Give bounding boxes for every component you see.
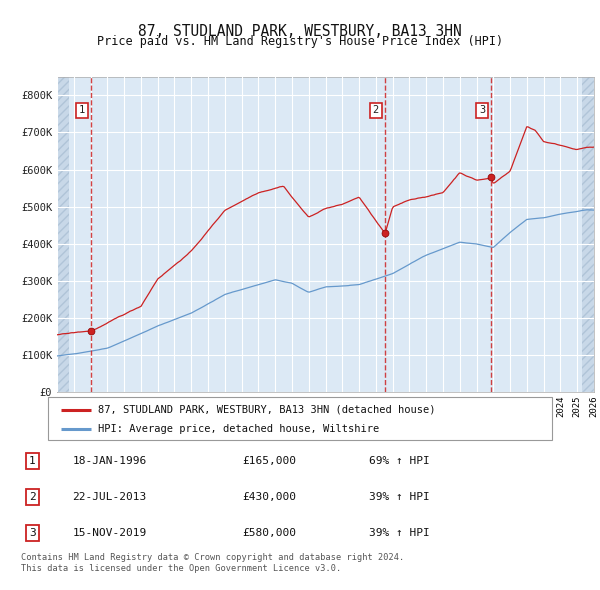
Text: 3: 3 (29, 528, 35, 538)
Text: 39% ↑ HPI: 39% ↑ HPI (369, 492, 430, 502)
FancyBboxPatch shape (48, 397, 552, 440)
Text: 1: 1 (29, 456, 35, 466)
Text: 15-NOV-2019: 15-NOV-2019 (73, 528, 147, 538)
Text: 18-JAN-1996: 18-JAN-1996 (73, 456, 147, 466)
Bar (57, 77, 69, 392)
Text: £430,000: £430,000 (242, 492, 296, 502)
Text: 2: 2 (29, 492, 35, 502)
Text: Contains HM Land Registry data © Crown copyright and database right 2024.
This d: Contains HM Land Registry data © Crown c… (21, 553, 404, 573)
Text: 87, STUDLAND PARK, WESTBURY, BA13 3HN (detached house): 87, STUDLAND PARK, WESTBURY, BA13 3HN (d… (98, 405, 436, 415)
Text: £165,000: £165,000 (242, 456, 296, 466)
Text: £580,000: £580,000 (242, 528, 296, 538)
Text: 39% ↑ HPI: 39% ↑ HPI (369, 528, 430, 538)
Text: Price paid vs. HM Land Registry's House Price Index (HPI): Price paid vs. HM Land Registry's House … (97, 35, 503, 48)
Bar (582, 77, 594, 392)
Text: 87, STUDLAND PARK, WESTBURY, BA13 3HN: 87, STUDLAND PARK, WESTBURY, BA13 3HN (138, 24, 462, 38)
Text: 1: 1 (79, 105, 85, 115)
Text: 69% ↑ HPI: 69% ↑ HPI (369, 456, 430, 466)
Text: 2: 2 (373, 105, 379, 115)
Text: 3: 3 (479, 105, 485, 115)
Text: 22-JUL-2013: 22-JUL-2013 (73, 492, 147, 502)
Text: HPI: Average price, detached house, Wiltshire: HPI: Average price, detached house, Wilt… (98, 424, 380, 434)
